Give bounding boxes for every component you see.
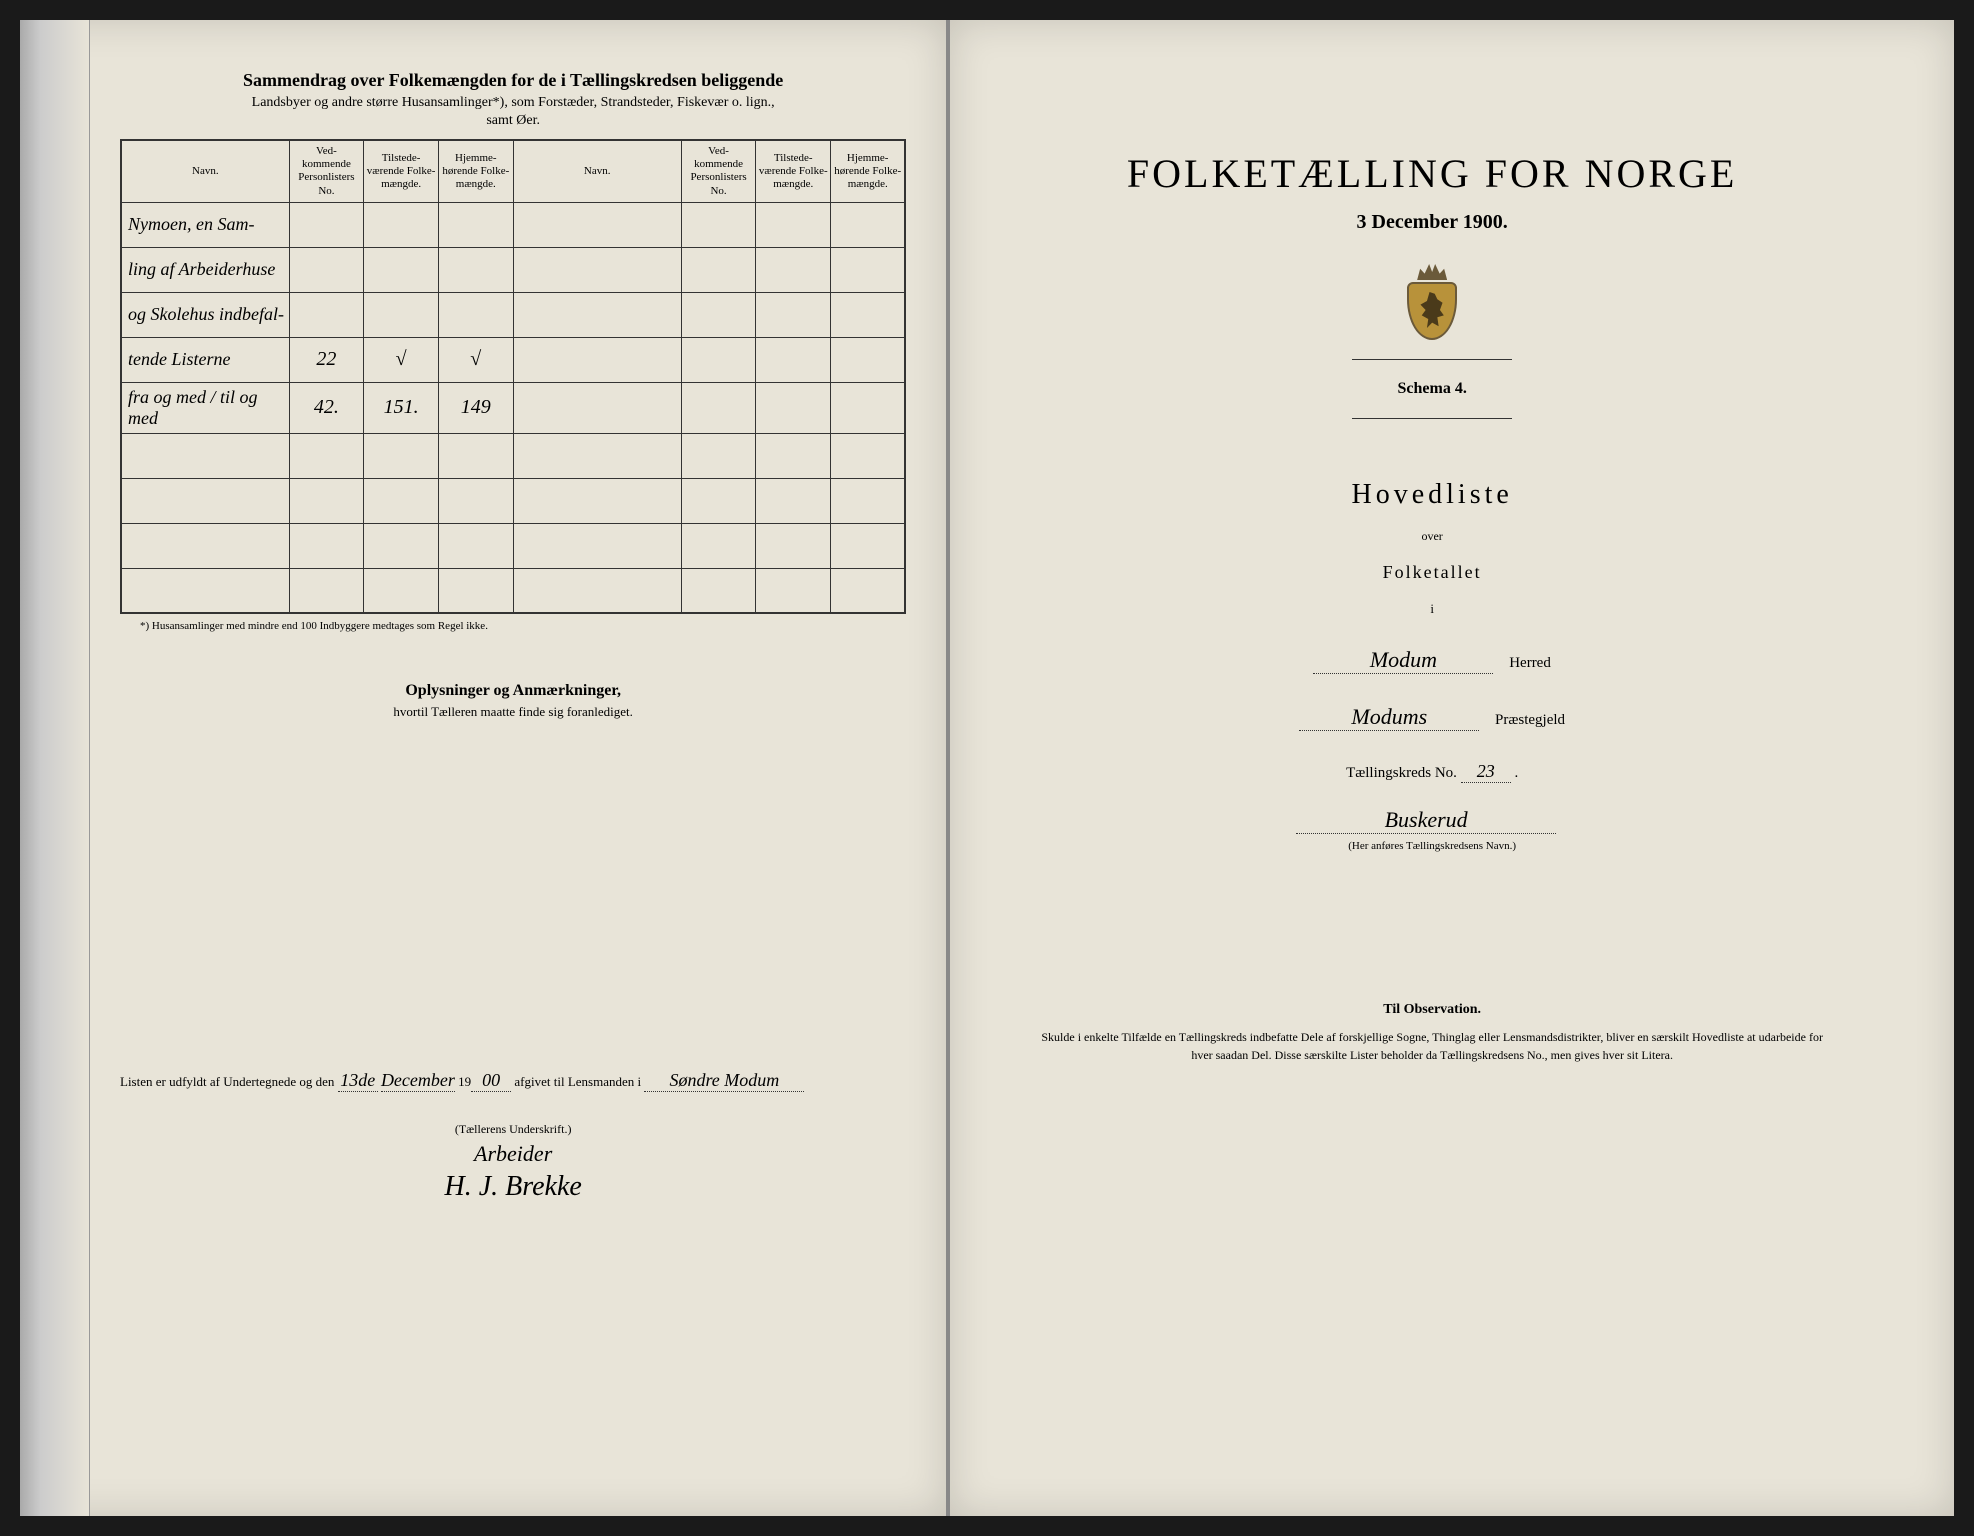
th-hjemme-2: Hjemme- hørende Folke- mængde. [831,140,906,202]
i-label: i [1010,601,1854,617]
praestegjeld-label: Præstegjeld [1495,712,1565,728]
praestegjeld-row: Modums Præstegjeld [1010,704,1854,731]
herred-value: Modum [1313,647,1493,674]
signature-month: December [381,1070,455,1092]
kreds-no-value: 23 [1461,761,1511,783]
page-binding-edge [20,20,90,1516]
crown-icon [1417,264,1447,280]
til-observation-text: Skulde i enkelte Tilfælde en Tællingskre… [1010,1028,1854,1064]
schema-label: Schema 4. [1010,380,1854,398]
table-row: Nymoen, en Sam- [121,202,905,247]
right-page: FOLKETÆLLING FOR NORGE 3 December 1900. … [948,20,1954,1516]
shield-icon [1407,282,1457,340]
table-body: Nymoen, en Sam- ling af Arbeiderhuse og … [121,202,905,613]
th-tilstede-2: Tilstede- værende Folke- mængde. [756,140,831,202]
th-tilstede-1: Tilstede- værende Folke- mængde. [364,140,439,202]
left-page: Sammendrag over Folkemængden for de i Tæ… [20,20,948,1516]
table-title: Sammendrag over Folkemængden for de i Tæ… [120,70,906,91]
praestegjeld-value: Modums [1299,704,1479,731]
kreds-name-note: (Her anføres Tællingskredsens Navn.) [1010,840,1854,852]
table-footnote: *) Husansamlinger med mindre end 100 Ind… [120,620,906,632]
table-row: tende Listerne22√√ [121,337,905,382]
th-navn-2: Navn. [513,140,681,202]
table-row [121,568,905,613]
census-summary-table: Navn. Ved- kommende Personlisters No. Ti… [120,139,906,614]
oplysninger-subtitle: hvortil Tælleren maatte finde sig foranl… [120,704,906,720]
table-row: fra og med / til og med42.151.149 [121,382,905,433]
signature-mid: afgivet til Lensmanden i [514,1074,641,1089]
signature-role: Arbeider [120,1141,906,1167]
til-observation-title: Til Observation. [1010,1002,1854,1018]
th-vedkommende-2: Ved- kommende Personlisters No. [681,140,756,202]
signature-prefix: Listen er udfyldt af Undertegnede og den [120,1074,334,1089]
signature-day: 13de [338,1070,378,1092]
signature-line: Listen er udfyldt af Undertegnede og den… [120,1070,906,1092]
kreds-no-label: Tællingskreds No. [1346,765,1457,781]
table-subtitle: Landsbyer og andre større Husansamlinger… [120,95,906,111]
book-spread: Sammendrag over Folkemængden for de i Tæ… [20,20,1954,1516]
table-row [121,433,905,478]
herred-label: Herred [1509,655,1551,671]
th-navn-1: Navn. [121,140,289,202]
lion-icon [1419,292,1445,328]
th-vedkommende-1: Ved- kommende Personlisters No. [289,140,364,202]
signature-name: H. J. Brekke [120,1171,906,1203]
over-label: over [1010,529,1854,544]
th-hjemme-1: Hjemme- hørende Folke- mængde. [438,140,513,202]
coat-of-arms-icon [1402,264,1462,339]
oplysninger-title: Oplysninger og Anmærkninger, [120,682,906,700]
table-subtitle2: samt Øer. [120,113,906,129]
kreds-name-value: Buskerud [1296,807,1556,834]
main-date: 3 December 1900. [1010,211,1854,234]
table-row: ling af Arbeiderhuse [121,247,905,292]
table-row [121,478,905,523]
kreds-no-row: Tællingskreds No. 23 . [1010,761,1854,783]
kreds-name-row: Buskerud [1010,807,1854,834]
folketallet-label: Folketallet [1010,562,1854,583]
table-row [121,523,905,568]
table-row: og Skolehus indbefal- [121,292,905,337]
hovedliste-heading: Hovedliste [1010,479,1854,511]
main-title: FOLKETÆLLING FOR NORGE [1010,150,1854,197]
herred-row: Modum Herred [1010,647,1854,674]
signature-district: Søndre Modum [644,1070,804,1092]
divider [1352,418,1512,419]
signature-label: (Tællerens Underskrift.) [120,1122,906,1137]
divider [1352,359,1512,360]
signature-year-suffix: 00 [471,1070,511,1092]
